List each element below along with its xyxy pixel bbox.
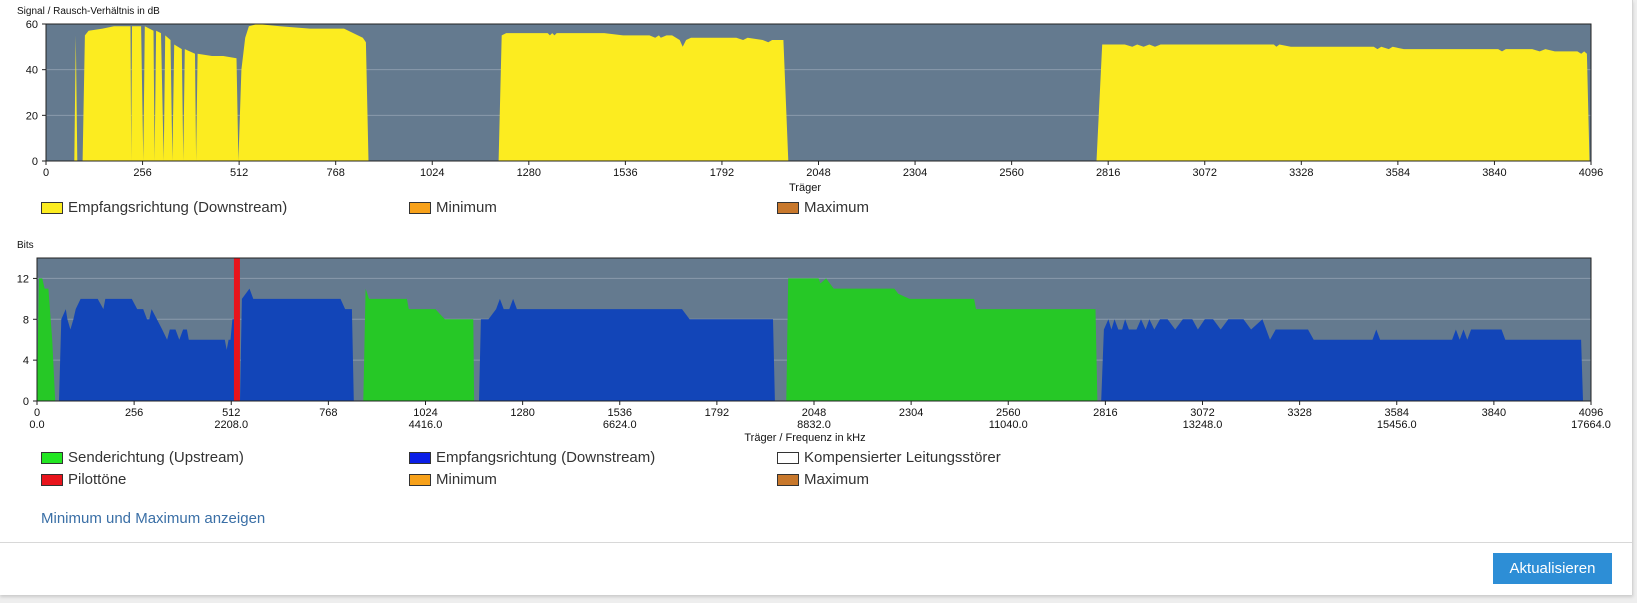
- legend-swatch-upstream: [41, 451, 63, 464]
- bits-xtick-label: 3840: [1482, 407, 1506, 419]
- snr-xtick-label: 1280: [517, 167, 541, 179]
- snr-chart: Signal / Rausch-Verhältnis in dB 0 20 40 60…: [17, 6, 1603, 194]
- bits-xtick-khz-label: 2208.0: [214, 419, 248, 431]
- snr-xtick-label: 4096: [1579, 167, 1603, 179]
- snr-ytick-label: 20: [26, 110, 38, 122]
- bits-xtick-khz-label: 4416.0: [409, 419, 443, 431]
- legend-label-upstream: Senderichtung (Upstream): [68, 449, 244, 466]
- bits-xtick-label: 1792: [705, 407, 729, 419]
- legend-bits-maximum: Maximum: [777, 471, 869, 488]
- bits-xtick-khz-label: 13248.0: [1183, 419, 1223, 431]
- legend-snr-downstream: Empfangsrichtung (Downstream): [41, 199, 287, 216]
- legend-snr-maximum: Maximum: [777, 199, 869, 216]
- snr-xtick-label: 2048: [806, 167, 830, 179]
- legend-swatch-compensated: [777, 451, 799, 464]
- bits-xtick-label: 3584: [1385, 407, 1409, 419]
- bits-xtick-khz-label: 8832.0: [797, 419, 831, 431]
- bits-xtick-label: 2816: [1093, 407, 1117, 419]
- snr-xtick-label: 1536: [613, 167, 637, 179]
- snr-xtick-label: 256: [133, 167, 151, 179]
- bits-downstream-area: [479, 298, 775, 401]
- legend-bits-minimum: Minimum: [409, 471, 497, 488]
- bits-xtick-label: 3072: [1190, 407, 1214, 419]
- bits-chart-xlabel: Träger / Frequenz in kHz: [744, 432, 865, 444]
- bits-xtick-khz-label: 11040.0: [989, 419, 1028, 431]
- legend-snr-minimum: Minimum: [409, 199, 497, 216]
- bits-xtick-label: 0: [34, 407, 40, 419]
- bits-chart-ylabel: Bits: [17, 240, 34, 251]
- legend-bits-compensated: Kompensierter Leitungsstörer: [777, 449, 1001, 466]
- bits-xtick-khz-label: 17664.0: [1571, 419, 1611, 431]
- legend-label-bits-minimum: Minimum: [436, 471, 497, 488]
- bits-ytick-label: 12: [17, 273, 29, 285]
- legend-swatch-bits-minimum: [409, 473, 431, 486]
- legend-label-snr-minimum: Minimum: [436, 199, 497, 216]
- bits-downstream-area: [240, 288, 354, 401]
- snr-xtick-label: 2816: [1096, 167, 1120, 179]
- legend-label-bits-downstream: Empfangsrichtung (Downstream): [436, 449, 656, 466]
- legend-swatch-snr-minimum: [409, 201, 431, 214]
- bits-xtick-label: 3328: [1287, 407, 1311, 419]
- snr-xtick-label: 3584: [1386, 167, 1410, 179]
- bits-xtick-label: 1536: [608, 407, 632, 419]
- footer-divider: [0, 542, 1632, 543]
- snr-chart-ylabel: Signal / Rausch-Verhältnis in dB: [17, 6, 160, 17]
- bits-xtick-label: 2048: [802, 407, 826, 419]
- bits-ytick-label: 0: [23, 396, 29, 408]
- bits-downstream-area: [59, 298, 236, 401]
- snr-series-area: [74, 24, 1590, 161]
- bits-ytick-label: 4: [23, 355, 29, 367]
- pilot-tone-bar: [233, 258, 240, 401]
- snr-ytick-label: 40: [26, 65, 38, 77]
- legend-label-compensated: Kompensierter Leitungsstörer: [804, 449, 1001, 466]
- legend-label-snr-downstream: Empfangsrichtung (Downstream): [68, 199, 288, 216]
- snr-xtick-label: 3840: [1482, 167, 1506, 179]
- legend-bits-upstream: Senderichtung (Upstream): [41, 449, 244, 466]
- legend-label-bits-maximum: Maximum: [804, 471, 870, 488]
- bits-downstream-area: [1101, 319, 1583, 401]
- snr-ytick-label: 60: [26, 19, 38, 31]
- bits-upstream-area: [363, 288, 475, 401]
- bits-xtick-label: 512: [222, 407, 240, 419]
- bits-xtick-label: 1280: [510, 407, 534, 419]
- bits-upstream-area: [786, 278, 1098, 401]
- legend-bits-downstream: Empfangsrichtung (Downstream): [409, 449, 655, 466]
- bits-xtick-label: 256: [125, 407, 143, 419]
- bits-xtick-khz-label: 15456.0: [1377, 419, 1417, 431]
- legend-swatch-bits-downstream: [409, 451, 431, 464]
- snr-xtick-label: 3072: [1193, 167, 1217, 179]
- legend-bits-pilot: Pilottöne: [41, 471, 126, 488]
- bits-xtick-label: 2304: [899, 407, 923, 419]
- bits-chart: Bits 0 4 8 12 0 256 512 768 1024 1280 1536 1792 204…: [17, 240, 1611, 444]
- bits-xtick-label: 2560: [996, 407, 1020, 419]
- refresh-button[interactable]: Aktualisieren: [1493, 553, 1612, 584]
- legend-swatch-pilot: [41, 473, 63, 486]
- snr-chart-xlabel: Träger: [789, 182, 821, 194]
- bits-xtick-label: 768: [319, 407, 337, 419]
- bits-xtick-khz-label: 6624.0: [603, 419, 637, 431]
- snr-xtick-label: 0: [43, 167, 49, 179]
- bits-upstream-area: [37, 278, 56, 401]
- snr-xtick-label: 512: [230, 167, 248, 179]
- snr-xtick-label: 2560: [999, 167, 1023, 179]
- snr-xtick-label: 2304: [903, 167, 927, 179]
- legend-swatch-snr-maximum: [777, 201, 799, 214]
- legend-swatch-snr-downstream: [41, 201, 63, 214]
- legend-label-pilot: Pilottöne: [68, 471, 127, 488]
- bits-ytick-label: 8: [23, 314, 29, 326]
- bits-xtick-label: 4096: [1579, 407, 1603, 419]
- snr-xtick-label: 768: [327, 167, 345, 179]
- legend-swatch-bits-maximum: [777, 473, 799, 486]
- spectrum-charts: Signal / Rausch-Verhältnis in dB 0204060…: [17, 6, 1611, 444]
- legend-label-snr-maximum: Maximum: [804, 199, 870, 216]
- snr-xtick-label: 1024: [420, 167, 444, 179]
- snr-ytick-label: 0: [32, 156, 38, 168]
- snr-xtick-label: 1792: [710, 167, 734, 179]
- show-min-max-link[interactable]: Minimum und Maximum anzeigen: [41, 510, 266, 527]
- bits-xtick-label: 1024: [413, 407, 437, 419]
- bits-xtick-khz-label: 0.0: [29, 419, 44, 431]
- snr-xtick-label: 3328: [1289, 167, 1313, 179]
